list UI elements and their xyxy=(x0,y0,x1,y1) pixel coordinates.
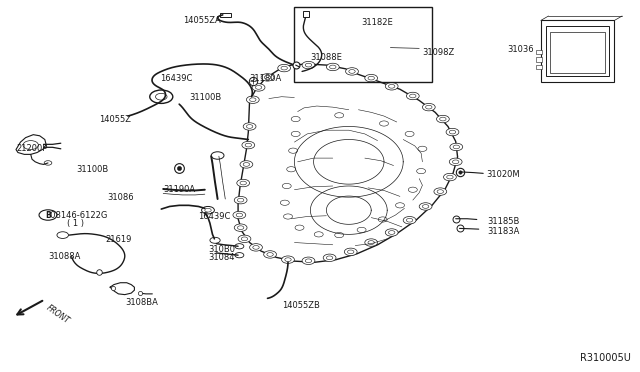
Circle shape xyxy=(291,131,300,137)
Circle shape xyxy=(252,84,265,91)
Circle shape xyxy=(403,217,416,224)
Text: 31185B: 31185B xyxy=(488,217,520,226)
Circle shape xyxy=(291,116,300,122)
Circle shape xyxy=(282,256,294,263)
Circle shape xyxy=(405,131,414,137)
Circle shape xyxy=(278,64,291,72)
Circle shape xyxy=(280,200,289,205)
Text: 31183A: 31183A xyxy=(488,227,520,236)
Text: 3108BA: 3108BA xyxy=(125,298,157,307)
Text: 31098Z: 31098Z xyxy=(422,48,454,57)
Text: 31088E: 31088E xyxy=(310,53,342,62)
Circle shape xyxy=(449,158,462,166)
Circle shape xyxy=(210,237,220,243)
Circle shape xyxy=(326,63,339,71)
Circle shape xyxy=(234,224,247,231)
Circle shape xyxy=(365,239,378,246)
Circle shape xyxy=(234,196,247,204)
Circle shape xyxy=(150,90,173,103)
Text: 31100B: 31100B xyxy=(189,93,221,102)
Text: 310B0: 310B0 xyxy=(208,245,235,254)
Circle shape xyxy=(417,169,426,174)
Circle shape xyxy=(235,253,244,258)
Bar xyxy=(220,13,231,17)
Bar xyxy=(536,57,542,62)
Circle shape xyxy=(287,167,296,172)
Bar xyxy=(294,7,432,82)
Circle shape xyxy=(365,74,378,82)
Circle shape xyxy=(344,248,357,256)
Circle shape xyxy=(295,225,304,230)
Bar xyxy=(550,32,605,73)
Text: 31100B: 31100B xyxy=(77,165,109,174)
Circle shape xyxy=(335,113,344,118)
Circle shape xyxy=(396,203,404,208)
Bar xyxy=(541,20,614,82)
Circle shape xyxy=(422,103,435,111)
Circle shape xyxy=(302,257,315,264)
Text: 31036: 31036 xyxy=(508,45,534,54)
Bar xyxy=(536,65,542,69)
Text: B: B xyxy=(45,211,51,219)
Bar xyxy=(536,50,542,54)
Circle shape xyxy=(282,183,291,189)
Circle shape xyxy=(385,83,398,90)
Circle shape xyxy=(406,92,419,100)
Circle shape xyxy=(450,143,463,151)
Text: 14055ZB: 14055ZB xyxy=(282,301,319,310)
Circle shape xyxy=(323,254,336,262)
Text: 16439C: 16439C xyxy=(198,212,231,221)
Circle shape xyxy=(246,96,259,103)
Text: 21200P: 21200P xyxy=(16,144,47,153)
Text: 31086: 31086 xyxy=(108,193,134,202)
Circle shape xyxy=(211,152,224,159)
Circle shape xyxy=(238,235,251,243)
Circle shape xyxy=(446,128,459,136)
Circle shape xyxy=(302,61,315,69)
Circle shape xyxy=(235,244,244,249)
Circle shape xyxy=(380,121,388,126)
Circle shape xyxy=(57,232,68,238)
Text: 31180A: 31180A xyxy=(250,74,282,83)
Text: ²08146-6122G: ²08146-6122G xyxy=(48,211,108,220)
Circle shape xyxy=(418,146,427,151)
Circle shape xyxy=(385,229,398,236)
Bar xyxy=(546,26,609,76)
Circle shape xyxy=(357,227,366,232)
Text: 31084: 31084 xyxy=(208,253,234,262)
Circle shape xyxy=(243,123,256,130)
Text: 31088A: 31088A xyxy=(48,252,81,261)
Text: 21619: 21619 xyxy=(106,235,132,244)
Circle shape xyxy=(250,244,262,251)
Circle shape xyxy=(44,161,52,165)
Circle shape xyxy=(261,74,274,81)
Text: 16439C: 16439C xyxy=(160,74,193,83)
Circle shape xyxy=(444,173,456,181)
Text: FRONT: FRONT xyxy=(45,303,71,326)
Circle shape xyxy=(264,251,276,258)
Circle shape xyxy=(436,115,449,123)
Circle shape xyxy=(408,187,417,192)
Text: ( 1 ): ( 1 ) xyxy=(67,219,84,228)
Circle shape xyxy=(419,203,432,210)
Circle shape xyxy=(378,217,387,222)
Text: R310005U: R310005U xyxy=(580,353,630,363)
Text: 31020M: 31020M xyxy=(486,170,520,179)
Text: 31190A: 31190A xyxy=(163,185,195,194)
Text: 14055ZA: 14055ZA xyxy=(183,16,221,25)
Circle shape xyxy=(233,211,246,219)
Circle shape xyxy=(335,232,344,238)
Circle shape xyxy=(202,206,214,214)
Circle shape xyxy=(289,148,298,153)
Text: 14055Z: 14055Z xyxy=(99,115,131,124)
Circle shape xyxy=(346,68,358,75)
Circle shape xyxy=(237,179,250,187)
Circle shape xyxy=(434,188,447,195)
Circle shape xyxy=(284,214,292,219)
Circle shape xyxy=(314,232,323,237)
Circle shape xyxy=(240,161,253,168)
Text: 31182E: 31182E xyxy=(362,18,394,27)
Circle shape xyxy=(242,141,255,149)
